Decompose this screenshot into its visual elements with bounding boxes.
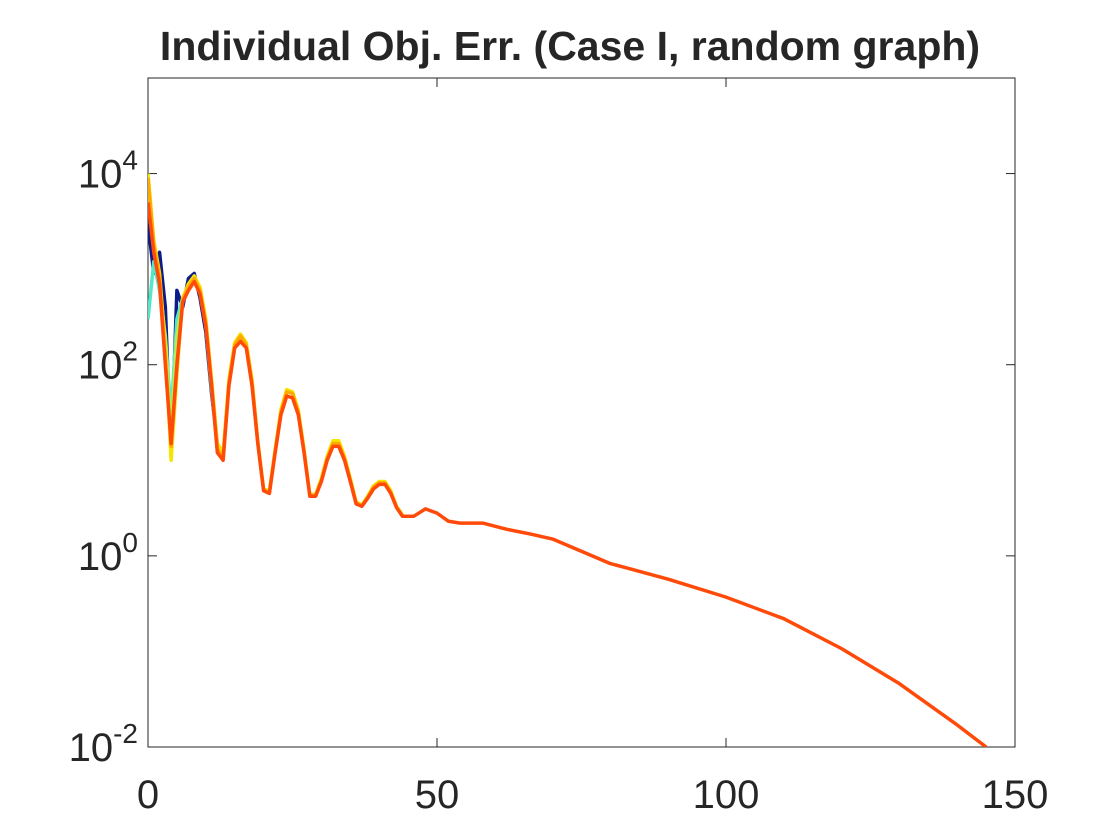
- y-tick-label: 104: [78, 145, 138, 197]
- x-tick-label: 100: [693, 773, 760, 817]
- x-tick-label: 50: [415, 773, 460, 817]
- x-tick-label: 0: [137, 773, 159, 817]
- tick-exponent: 4: [122, 145, 138, 176]
- tick-base: 10: [78, 344, 123, 388]
- y-tick-label: 102: [78, 336, 138, 388]
- tick-base: 10: [69, 726, 114, 770]
- y-tick-label: 100: [78, 527, 138, 579]
- series-line: [148, 202, 988, 747]
- tick-exponent: 0: [122, 527, 138, 558]
- y-tick-label: 10-2: [69, 718, 138, 770]
- tick-base: 10: [78, 535, 123, 579]
- chart-title: Individual Obj. Err. (Case I, random gra…: [160, 23, 980, 69]
- tick-exponent: -2: [113, 718, 138, 749]
- x-tick-label: 150: [982, 773, 1049, 817]
- tick-exponent: 2: [122, 336, 138, 367]
- tick-base: 10: [78, 153, 123, 197]
- axes-box: [147, 77, 1016, 748]
